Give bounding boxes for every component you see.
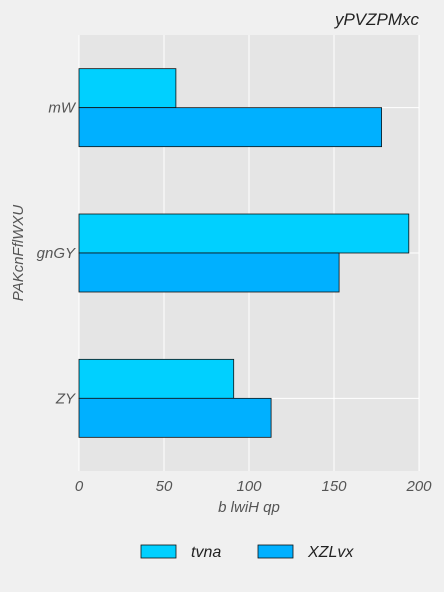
- bar-tvna-gnGY: [78, 213, 410, 254]
- bar-tvna-mW: [78, 68, 177, 109]
- x-tick-label: 0: [75, 478, 84, 495]
- bar-tvna-ZY: [78, 358, 235, 399]
- x-tick-label: 150: [321, 478, 347, 495]
- bars: [78, 68, 410, 438]
- bar-XZLvx-ZY: [78, 397, 272, 438]
- x-tick-label: 200: [405, 478, 432, 495]
- legend-label-tvna: tvna: [191, 544, 221, 561]
- bar-XZLvx-gnGY: [78, 252, 340, 293]
- legend: tvna XZLvx: [140, 544, 354, 561]
- y-tick-labels: ZY gnGY mW: [37, 100, 77, 408]
- x-tick-label: 100: [236, 478, 262, 495]
- x-tick-labels: 0 50 100 150 200: [75, 478, 432, 495]
- y-tick-label: gnGY: [37, 245, 76, 262]
- chart-title: yPVZPMxc: [334, 10, 420, 29]
- legend-label-XZLvx: XZLvx: [307, 544, 354, 561]
- legend-swatch-XZLvx: [257, 544, 294, 559]
- x-tick-label: 50: [156, 478, 173, 495]
- y-axis-label: PAKcnFflWXU: [10, 205, 27, 302]
- bar-XZLvx-mW: [78, 107, 383, 148]
- y-tick-label: ZY: [55, 390, 76, 407]
- x-axis-label: b lwiH qp: [218, 499, 280, 516]
- y-tick-label: mW: [48, 100, 76, 117]
- legend-swatch-tvna: [140, 544, 177, 559]
